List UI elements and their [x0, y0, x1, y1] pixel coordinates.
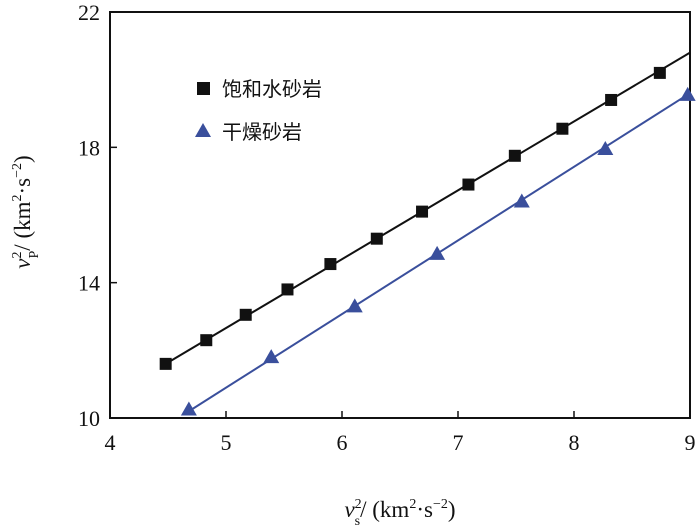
y-label-unit-mid: ·s [10, 178, 35, 195]
data-point-series-2 [513, 193, 530, 208]
x-tick-label: 8 [569, 430, 580, 455]
x-label-sub: s [355, 514, 360, 529]
data-point-series-1 [462, 178, 475, 191]
x-label-sup: 2 [355, 497, 362, 512]
data-point-series-1 [556, 122, 569, 135]
legend-label-series-2: 干燥砂岩 [222, 120, 302, 144]
x-tick-label: 9 [685, 430, 696, 455]
y-label-sup: 2 [10, 251, 25, 258]
data-point-series-1 [605, 93, 618, 106]
x-tick-label: 6 [337, 430, 348, 455]
y-label-var: v [10, 258, 35, 269]
x-label-unit-open: / (km [360, 497, 409, 522]
data-point-series-1 [159, 357, 172, 370]
x-tick-label: 4 [105, 430, 116, 455]
data-point-series-1 [416, 205, 429, 218]
plot-frame [109, 11, 691, 419]
y-tick-label: 18 [78, 135, 100, 160]
y-tick-label: 10 [78, 406, 100, 431]
x-axis-label: v2 s/ (km2·s−2) [344, 497, 455, 529]
legend-label-series-1: 饱和水砂岩 [222, 77, 322, 101]
legend-marker-series-2 [195, 123, 211, 137]
data-point-series-1 [653, 66, 666, 79]
svg-text:v2P/ (km2·s−2): v2 P/ (km2·s−2) [10, 155, 42, 268]
x-label-unit-sup2: −2 [433, 497, 448, 512]
legend: 饱和水砂岩 干燥砂岩 [195, 77, 322, 144]
y-axis-label: v2 P/ (km2·s−2) [10, 155, 42, 268]
data-point-series-2 [597, 141, 614, 156]
axis-ticks: 4 5 6 7 8 9 10 14 18 22 [78, 0, 696, 455]
x-tick-label: 5 [221, 430, 232, 455]
x-label-unit-close: ) [448, 497, 456, 522]
data-point-series-2 [429, 245, 446, 260]
y-label-unit-sup2: −2 [10, 163, 25, 178]
data-point-series-1 [281, 283, 294, 296]
y-tick-label: 14 [78, 271, 100, 296]
x-label-unit-mid: ·s [416, 497, 433, 522]
data-point-series-1 [508, 149, 521, 162]
x-label-unit-sup1: 2 [409, 497, 416, 512]
data-point-series-1 [200, 334, 213, 347]
data-point-series-1 [324, 258, 337, 271]
x-label-var: v [344, 497, 355, 522]
y-label-unit-sup1: 2 [10, 194, 25, 201]
x-tick-label: 7 [453, 430, 464, 455]
y-label-sub: P [27, 250, 42, 258]
data-point-series-2 [679, 86, 696, 101]
data-point-series-2 [180, 401, 197, 416]
data-point-series-2 [263, 349, 280, 364]
y-label-unit-open: / (km [10, 201, 35, 250]
data-point-series-2 [346, 298, 363, 313]
y-label-unit-close: ) [10, 155, 35, 163]
data-point-series-1 [370, 232, 383, 245]
legend-marker-series-1 [197, 82, 210, 95]
data-point-series-1 [239, 308, 252, 321]
y-tick-label: 22 [78, 0, 100, 25]
series-layer [159, 51, 696, 416]
